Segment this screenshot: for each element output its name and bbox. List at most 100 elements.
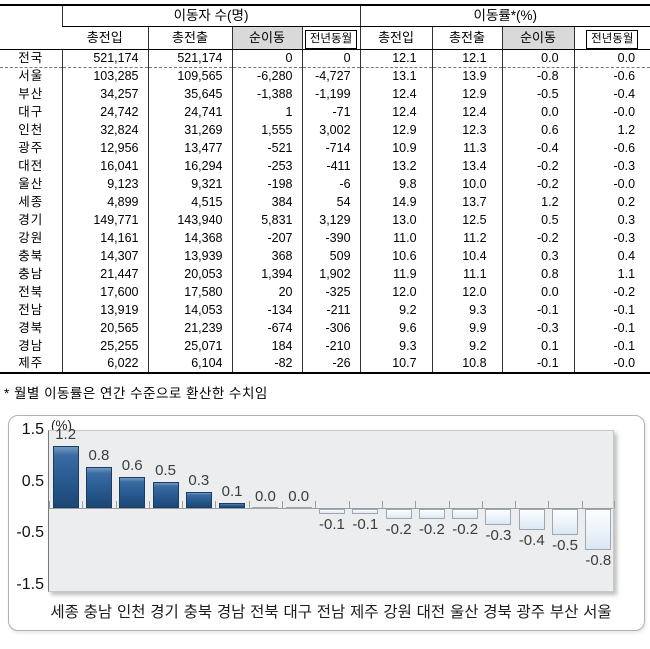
table-cell: 13,477 [147,139,232,157]
x-axis-label: 전북 [250,604,279,621]
table-cell: 12.4 [431,103,503,121]
table-cell: -6 [301,175,361,193]
bar-value-label: -0.4 [518,531,545,549]
table-cell: 25,255 [61,337,148,355]
region-label: 전남 [18,302,44,317]
table-cell: -134 [231,301,302,319]
x-axis-label: 서울 [583,604,612,621]
table-cell: -411 [301,157,361,175]
x-axis-label: 경기 [150,604,179,621]
table-cell: -0.4 [501,139,575,157]
x-axis-label: 강원 [383,604,412,621]
table-cell: 10.8 [431,355,503,373]
bar-value-label: -0.2 [418,521,445,539]
table-cell: 4,515 [147,193,232,211]
table-cell: 12.1 [431,49,503,68]
table-row: 경남 25,255 25,071 184 -210 9.3 9.2 0.1 -0.1 [0,337,650,355]
table-cell: 0.2 [573,193,650,211]
table-cell: -0.1 [501,355,575,373]
bar-value-label: -0.8 [585,552,612,570]
table-cell: 184 [231,337,302,355]
table-cell: -521 [231,139,302,157]
table-cell: 13.9 [431,67,503,85]
x-axis-label: 대구 [283,604,312,621]
x-axis-label: 대전 [416,604,446,621]
table-cell: 20,053 [147,265,232,283]
region-label: 제주 [18,356,44,370]
table-cell: -674 [231,319,302,337]
bar [552,509,579,535]
axis-tick [382,501,383,508]
table-cell: 521,174 [61,49,148,68]
bar-value-label: -0.1 [319,516,345,534]
region-label: 세종 [18,194,44,209]
table-cell: -198 [231,175,302,193]
bar [219,502,246,508]
table-row: 대전 16,041 16,294 -253 -411 13.2 13.4 -0.2 -0.3 [0,157,650,175]
region-label: 대전 [18,158,44,173]
table-cell: -0.1 [573,319,650,337]
y-axis-tick-label: 1.5 [21,420,44,438]
bar-value-label: -0.1 [352,516,379,534]
table-cell: -0.6 [573,67,650,85]
table-row: 전국 521,174 521,174 0 0 12.1 12.1 0.0 0.0 [0,49,650,68]
table-cell: 12.0 [359,283,433,301]
table-cell: -26 [301,355,361,373]
region-label: 울산 [18,176,44,191]
table-cell: 3,129 [301,211,361,229]
table-cell: -0.0 [573,355,650,373]
table-cell: 35,645 [147,85,232,103]
table-cell: 12.5 [431,211,503,229]
region-label: 인천 [18,122,44,137]
region-label: 충북 [18,248,44,263]
region-label: 광주 [18,140,44,155]
table-cell: 13.0 [359,211,433,229]
table-cell: 0.0 [501,283,575,301]
table-cell: 6,104 [147,355,232,373]
bar [418,509,445,520]
region-label: 전북 [18,284,44,299]
table-cell: 9.3 [359,337,433,355]
table-cell: 14,307 [61,247,148,265]
column-header-yoy: 전년동월 [301,26,361,50]
table-cell: 21,447 [61,265,148,283]
table-cell: 10.6 [359,247,433,265]
y-axis-unit-label: (%) [51,418,72,433]
corner-cell [0,5,62,50]
table-cell: 11.0 [359,229,433,247]
axis-tick [614,501,615,508]
table-cell: 0.6 [501,121,575,139]
axis-tick [149,501,150,508]
x-axis-label: 충북 [183,604,213,621]
table-cell: 17,580 [147,283,232,301]
table-row: 전북 17,600 17,580 20 -325 12.0 12.0 0.0 -0.2 [0,283,650,301]
bar-value-label: 0.8 [88,446,110,464]
bar [385,509,412,520]
x-axis-label: 경북 [483,604,512,621]
table-row: 충북 14,307 13,939 368 509 10.6 10.4 0.3 0.4 [0,247,650,265]
table-row: 제주 6,022 6,104 -82 -26 10.7 10.8 -0.1 -0.0 [0,355,650,373]
y-axis-tick-label: -1.5 [16,576,44,594]
column-header-total-in-rate: 총전입 [359,26,433,50]
table-cell: 24,741 [147,103,232,121]
table-cell: 21,239 [147,319,232,337]
table-cell: 10.4 [431,247,503,265]
table-cell: -253 [231,157,302,175]
table-cell: 24,742 [61,103,148,121]
table-cell: -0.4 [573,85,650,103]
bar [285,507,312,509]
table-cell: -0.2 [501,229,575,247]
table-cell: -0.6 [573,139,650,157]
table-cell: 11.9 [359,265,433,283]
table-cell: 13.4 [431,157,503,175]
table-cell: -0.1 [573,301,650,319]
table-cell: 1.1 [573,265,650,283]
x-axis-label: 세종 [50,604,79,621]
table-cell: 14,368 [147,229,232,247]
table-cell: 6,022 [61,355,148,373]
bar-value-label: -0.5 [552,536,578,554]
table-cell: -0.5 [501,85,575,103]
bar [352,509,379,515]
migration-table: 이동자 수(명) 이동률*(%) 총전입 총전출 순이동 전년동월 총전입 총전… [0,4,650,374]
table-cell: 54 [301,193,361,211]
